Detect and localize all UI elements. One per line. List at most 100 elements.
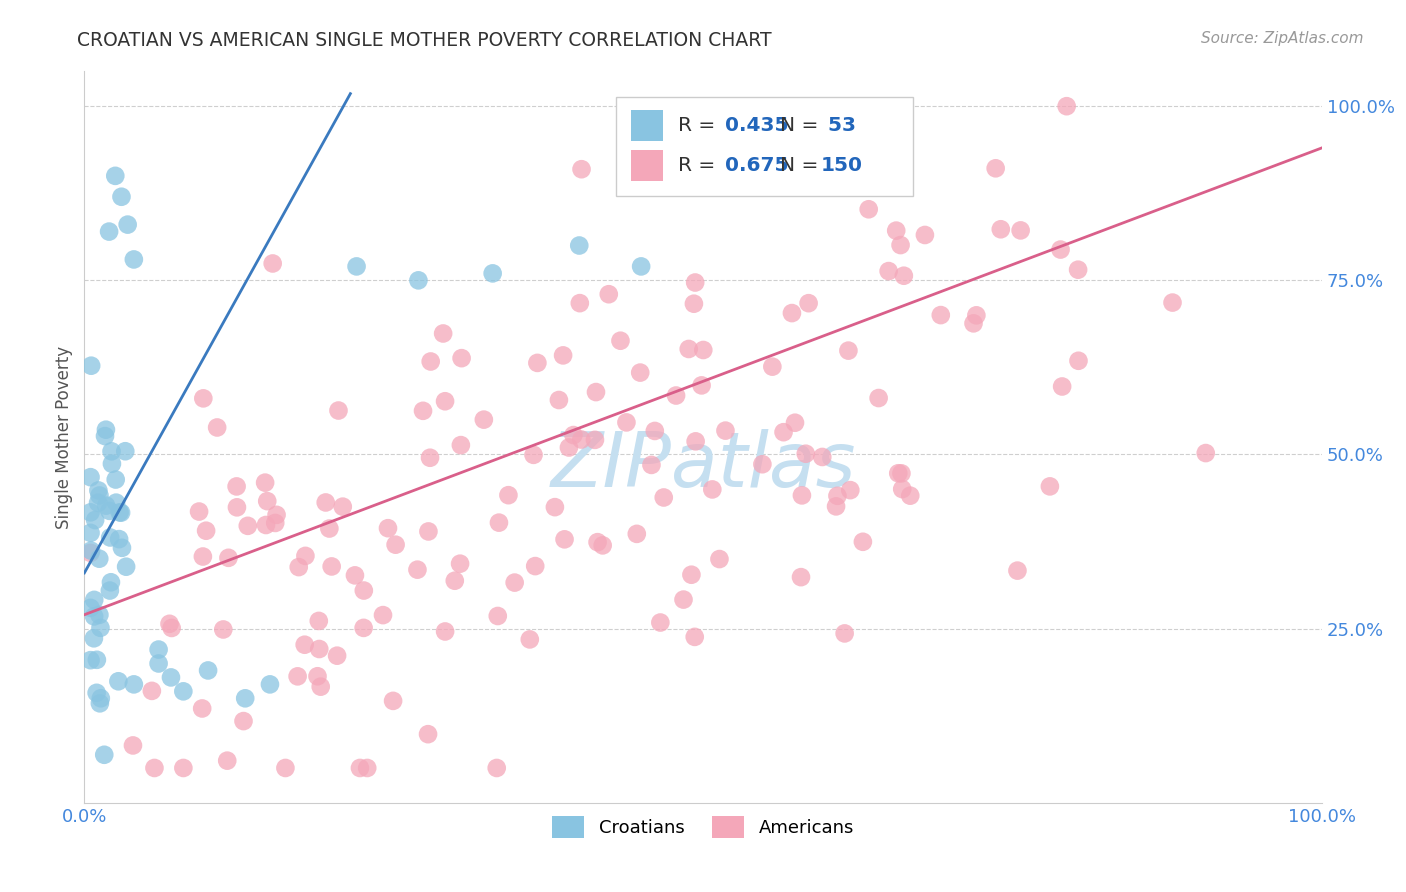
Point: [522, 448, 544, 462]
Point: [609, 334, 631, 348]
Point: [702, 483, 724, 497]
Point: [115, 559, 138, 574]
Point: [308, 614, 330, 628]
Point: [893, 268, 915, 283]
Point: [100, 444, 122, 458]
Point: [962, 316, 984, 330]
Point: [685, 434, 707, 449]
Point: [825, 500, 848, 514]
Point: [1039, 479, 1062, 493]
Point: [148, 657, 170, 671]
Point: [98, 504, 121, 518]
Point: [188, 504, 211, 518]
Point: [117, 218, 139, 232]
Point: [780, 306, 803, 320]
Text: Source: ZipAtlas.com: Source: ZipAtlas.com: [1201, 31, 1364, 46]
Point: [562, 428, 585, 442]
Point: [652, 491, 675, 505]
Point: [89, 488, 111, 502]
Text: 0.675: 0.675: [725, 156, 789, 175]
Point: [110, 506, 132, 520]
Point: [692, 343, 714, 357]
Point: [837, 343, 859, 358]
Point: [630, 260, 652, 274]
Point: [488, 516, 510, 530]
Point: [114, 444, 136, 458]
Point: [141, 684, 163, 698]
Point: [89, 607, 111, 622]
Point: [683, 276, 706, 290]
Point: [195, 524, 218, 538]
Point: [984, 161, 1007, 176]
Point: [232, 714, 254, 728]
Point: [890, 467, 912, 481]
Point: [233, 691, 256, 706]
Point: [640, 458, 662, 472]
Point: [408, 273, 430, 287]
Point: [586, 535, 609, 549]
Legend: Croatians, Americans: Croatians, Americans: [544, 808, 862, 845]
Point: [1007, 564, 1029, 578]
Point: [432, 326, 454, 341]
Point: [568, 296, 591, 310]
Point: [990, 222, 1012, 236]
Point: [434, 394, 457, 409]
Point: [356, 761, 378, 775]
Point: [90, 691, 112, 706]
Point: [1067, 353, 1090, 368]
Point: [326, 648, 349, 663]
Point: [558, 441, 581, 455]
Point: [406, 563, 429, 577]
Point: [887, 467, 910, 481]
Point: [503, 575, 526, 590]
Point: [683, 630, 706, 644]
Point: [172, 761, 194, 775]
Point: [419, 354, 441, 368]
Point: [294, 549, 316, 563]
Point: [107, 674, 129, 689]
Point: [143, 761, 166, 775]
Point: [309, 680, 332, 694]
Point: [259, 677, 281, 691]
Point: [569, 433, 592, 447]
Point: [98, 225, 121, 239]
Point: [443, 574, 465, 588]
Point: [486, 609, 509, 624]
Point: [583, 433, 606, 447]
Point: [160, 621, 183, 635]
Point: [450, 438, 472, 452]
Point: [592, 538, 614, 552]
Point: [98, 531, 121, 545]
Point: [254, 475, 277, 490]
Point: [485, 761, 508, 775]
Point: [678, 342, 700, 356]
Point: [481, 266, 503, 280]
Point: [94, 499, 117, 513]
Point: [1195, 446, 1218, 460]
Point: [498, 488, 520, 502]
Point: [472, 412, 495, 426]
Point: [681, 567, 703, 582]
Point: [236, 518, 259, 533]
Point: [83, 593, 105, 607]
Point: [772, 425, 794, 440]
Point: [89, 696, 111, 710]
Point: [122, 252, 145, 267]
Point: [524, 559, 547, 574]
Point: [217, 754, 239, 768]
Point: [690, 378, 713, 392]
Point: [891, 482, 914, 496]
Point: [761, 359, 783, 374]
Point: [598, 287, 620, 301]
Point: [858, 202, 880, 217]
Text: R =: R =: [678, 116, 721, 135]
Point: [105, 496, 128, 510]
Point: [148, 642, 170, 657]
Point: [79, 653, 101, 667]
Point: [1010, 223, 1032, 237]
Point: [321, 559, 343, 574]
Point: [650, 615, 672, 630]
Point: [1049, 243, 1071, 257]
Point: [683, 296, 706, 310]
Text: 0.435: 0.435: [725, 116, 789, 135]
